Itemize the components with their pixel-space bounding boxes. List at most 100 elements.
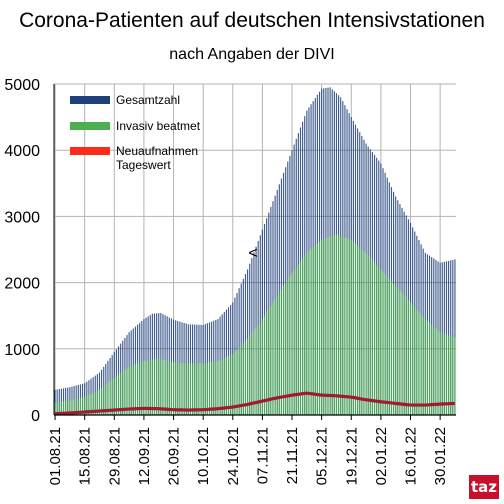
- bar-invasiv-beatmet: [69, 400, 71, 415]
- bar-invasiv-beatmet: [422, 316, 424, 415]
- axes: 0 1000 2000 3000 4000 5000 01.08.21 15.08.21 29.…: [4, 77, 456, 485]
- bar-invasiv-beatmet: [179, 362, 181, 415]
- x-tick-label: 21.11.21: [284, 427, 301, 484]
- bar-invasiv-beatmet: [278, 292, 280, 415]
- bar-invasiv-beatmet: [189, 363, 192, 415]
- bar-invasiv-beatmet: [316, 243, 318, 415]
- bar-invasiv-beatmet: [111, 379, 113, 415]
- bar-invasiv-beatmet: [357, 245, 359, 415]
- bar-invasiv-beatmet: [433, 326, 435, 415]
- bar-invasiv-beatmet: [143, 360, 145, 415]
- bar-invasiv-beatmet: [62, 401, 65, 415]
- bar-invasiv-beatmet: [67, 400, 69, 415]
- bar-invasiv-beatmet: [287, 279, 289, 415]
- bar-invasiv-beatmet: [299, 261, 302, 415]
- bar-invasiv-beatmet: [60, 401, 62, 415]
- bar-invasiv-beatmet: [308, 250, 310, 415]
- bar-invasiv-beatmet: [369, 257, 371, 415]
- bar-invasiv-beatmet: [323, 238, 325, 415]
- bar-invasiv-beatmet: [244, 341, 247, 415]
- x-tick-label: 15.08.21: [77, 427, 94, 485]
- bar-invasiv-beatmet: [418, 311, 420, 415]
- bar-invasiv-beatmet: [236, 349, 238, 415]
- legend-swatch: [70, 96, 110, 104]
- bar-invasiv-beatmet: [58, 401, 60, 415]
- bar-invasiv-beatmet: [437, 330, 439, 415]
- bar-invasiv-beatmet: [223, 357, 225, 415]
- bar-invasiv-beatmet: [280, 289, 283, 415]
- bar-invasiv-beatmet: [407, 300, 409, 415]
- bar-invasiv-beatmet: [367, 255, 369, 415]
- bar-invasiv-beatmet: [221, 358, 223, 415]
- bar-invasiv-beatmet: [363, 250, 365, 415]
- x-tick-label: 26.09.21: [166, 427, 183, 485]
- bar-invasiv-beatmet: [342, 236, 344, 415]
- bar-invasiv-beatmet: [452, 336, 454, 415]
- bar-invasiv-beatmet: [101, 388, 103, 415]
- bar-invasiv-beatmet: [350, 239, 352, 415]
- bar-invasiv-beatmet: [344, 237, 346, 415]
- legend-swatch: [70, 122, 110, 130]
- bar-invasiv-beatmet: [416, 309, 418, 415]
- x-tick-label: 12.09.21: [136, 427, 153, 485]
- bar-invasiv-beatmet: [107, 383, 109, 415]
- bar-invasiv-beatmet: [337, 235, 340, 415]
- bar-invasiv-beatmet: [134, 364, 137, 415]
- bar-invasiv-beatmet: [399, 290, 401, 415]
- bar-invasiv-beatmet: [395, 285, 397, 415]
- bar-invasiv-beatmet: [382, 271, 384, 415]
- bar-invasiv-beatmet: [397, 288, 399, 415]
- bar-invasiv-beatmet: [77, 398, 79, 415]
- bar-invasiv-beatmet: [359, 247, 361, 415]
- bar-invasiv-beatmet: [230, 355, 232, 415]
- bar-invasiv-beatmet: [448, 335, 450, 415]
- bar-invasiv-beatmet: [79, 398, 82, 415]
- bar-invasiv-beatmet: [409, 302, 412, 415]
- bar-invasiv-beatmet: [54, 402, 56, 415]
- bar-invasiv-beatmet: [390, 281, 393, 415]
- bar-gesamtzahl: [454, 259, 456, 415]
- bar-invasiv-beatmet: [92, 392, 94, 415]
- bar-invasiv-beatmet: [354, 243, 357, 415]
- y-tick-label: 0: [31, 408, 40, 425]
- bar-invasiv-beatmet: [153, 359, 156, 415]
- bar-invasiv-beatmet: [261, 319, 263, 415]
- bar-invasiv-beatmet: [454, 337, 456, 415]
- bar-invasiv-beatmet: [340, 235, 342, 415]
- bar-invasiv-beatmet: [166, 360, 168, 415]
- legend-swatch: [70, 147, 110, 155]
- bar-invasiv-beatmet: [306, 252, 308, 415]
- bar-invasiv-beatmet: [56, 402, 58, 415]
- legend-label: Invasiv beatmet: [116, 119, 201, 133]
- bar-invasiv-beatmet: [240, 345, 242, 415]
- bar-invasiv-beatmet: [274, 299, 276, 415]
- bar-invasiv-beatmet: [310, 249, 312, 415]
- bar-invasiv-beatmet: [145, 360, 147, 415]
- bar-invasiv-beatmet: [124, 369, 126, 415]
- bar-invasiv-beatmet: [71, 399, 73, 415]
- bar-invasiv-beatmet: [445, 334, 448, 415]
- bar-invasiv-beatmet: [348, 238, 350, 415]
- bar-invasiv-beatmet: [81, 397, 84, 415]
- bar-invasiv-beatmet: [412, 304, 414, 415]
- bar-invasiv-beatmet: [90, 394, 92, 415]
- line-neuaufnahmen: [54, 391, 456, 416]
- bar-invasiv-beatmet: [314, 245, 316, 415]
- bar-invasiv-beatmet: [388, 278, 390, 415]
- bar-invasiv-beatmet: [194, 363, 196, 415]
- bar-invasiv-beatmet: [147, 360, 149, 415]
- bar-invasiv-beatmet: [109, 381, 111, 415]
- bar-invasiv-beatmet: [192, 363, 194, 415]
- bar-invasiv-beatmet: [428, 322, 431, 415]
- bar-invasiv-beatmet: [211, 361, 213, 415]
- bar-invasiv-beatmet: [426, 320, 429, 415]
- bar-invasiv-beatmet: [86, 396, 88, 415]
- x-tick-label: 24.10.21: [225, 427, 242, 485]
- bar-invasiv-beatmet: [335, 234, 338, 415]
- bar-invasiv-beatmet: [272, 302, 274, 415]
- bar-invasiv-beatmet: [255, 327, 257, 415]
- bar-invasiv-beatmet: [371, 259, 373, 415]
- y-tick-label: 4000: [4, 143, 40, 160]
- bar-invasiv-beatmet: [75, 399, 77, 415]
- bar-invasiv-beatmet: [217, 360, 219, 415]
